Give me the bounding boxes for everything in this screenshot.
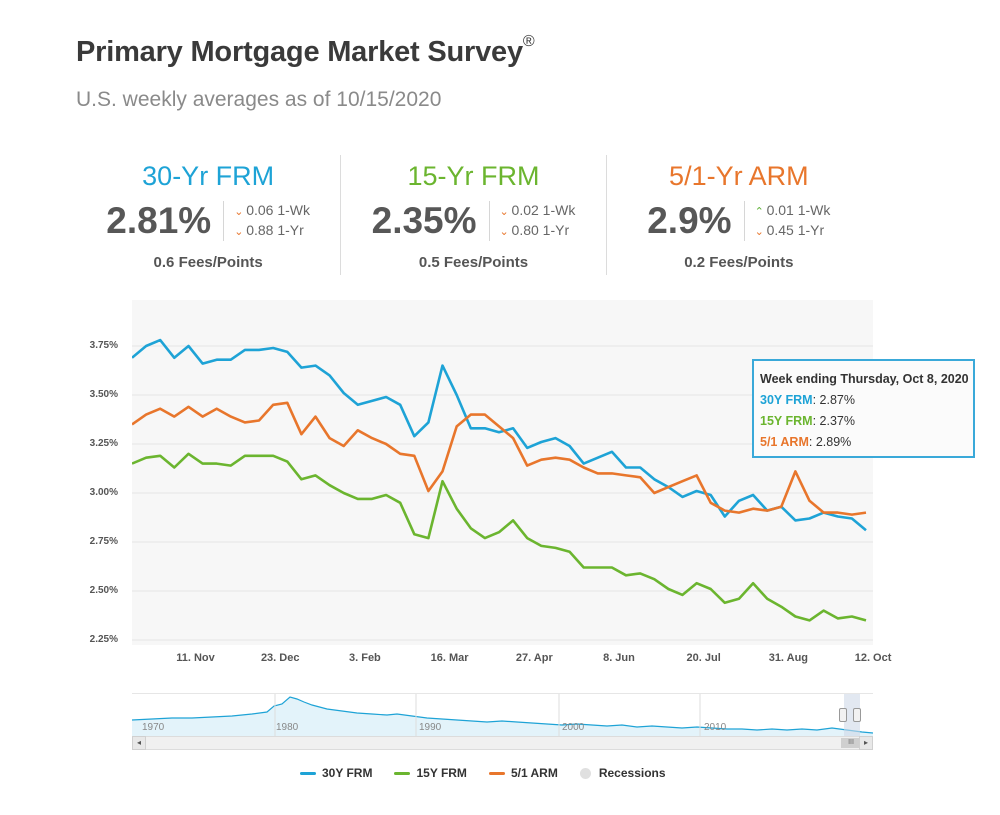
- registered-mark: ®: [522, 33, 535, 51]
- navigator-year: 2010: [704, 722, 727, 733]
- chevron-down-icon: ⌄: [234, 226, 244, 238]
- y-tick-label: 3.25%: [89, 438, 118, 449]
- legend-line-icon: [488, 771, 505, 775]
- tooltip-row-30y: 30Y FRM: 2.87%: [760, 393, 855, 407]
- series-line-5-1-arm: [132, 401, 867, 516]
- rate-value: 2.81%: [106, 200, 212, 241]
- navigator-left-handle[interactable]: [839, 708, 847, 722]
- y-tick-label: 3.50%: [89, 389, 118, 400]
- rate-card-51arm: 5/1-Yr ARM 2.9% ⌃ 0.01 1-Wk ⌄ 0.45 1-Yr 0.…: [605, 155, 871, 275]
- legend-label: 15Y FRM: [416, 766, 467, 780]
- rate-cards: 30-Yr FRM 2.81% ⌄ 0.06 1-Wk ⌄ 0.88 1-Yr 0.…: [76, 155, 871, 275]
- tooltip-label: 5/1 ARM: [760, 435, 809, 449]
- rate-changes: ⌃ 0.01 1-Wk ⌄ 0.45 1-Yr: [743, 201, 831, 241]
- legend-item-recessions[interactable]: Recessions: [579, 766, 666, 780]
- fees-points: 0.6 Fees/Points: [153, 254, 263, 271]
- legend-item-30y[interactable]: 30Y FRM: [300, 766, 372, 780]
- legend-item-15y[interactable]: 15Y FRM: [394, 766, 467, 780]
- y-tick-label: 3.75%: [89, 340, 118, 351]
- rate-changes: ⌄ 0.02 1-Wk ⌄ 0.80 1-Yr: [488, 201, 576, 241]
- year-change: 0.80 1-Yr: [511, 222, 570, 238]
- navigator-year: 2000: [562, 722, 585, 733]
- chart-svg[interactable]: [132, 300, 873, 645]
- tooltip-label: 30Y FRM: [760, 393, 813, 407]
- week-change: 0.01 1-Wk: [766, 202, 831, 218]
- tooltip-title: Week ending Thursday, Oct 8, 2020: [760, 372, 969, 386]
- range-navigator[interactable]: 1970 1980 1990 2000 2010 ◂ III ▸: [131, 693, 874, 751]
- chevron-down-icon: ⌄: [499, 226, 509, 238]
- x-tick-label: 12. Oct: [854, 652, 892, 664]
- series-line-15y-frm: [132, 452, 867, 622]
- legend-line-icon: [300, 771, 316, 775]
- tooltip-row-15y: 15Y FRM: 2.37%: [760, 414, 855, 428]
- navigator-right-handle[interactable]: [853, 708, 861, 722]
- page-title: Primary Mortgage Market Survey®: [76, 33, 535, 68]
- scrollbar-thumb[interactable]: III: [841, 738, 861, 748]
- x-tick-label: 3. Feb: [348, 652, 381, 664]
- fees-points: 0.2 Fees/Points: [684, 254, 794, 271]
- chevron-up-icon: ⌃: [754, 206, 764, 218]
- legend-label: 5/1 ARM: [510, 766, 558, 780]
- tooltip-row-51arm: 5/1 ARM: 2.89%: [760, 435, 852, 449]
- navigator-year: 1980: [276, 722, 299, 733]
- y-tick-label: 2.25%: [89, 634, 118, 645]
- legend-line-icon: [394, 771, 411, 775]
- fees-points: 0.5 Fees/Points: [418, 254, 529, 271]
- navigator-scrollbar[interactable]: ◂ III ▸: [132, 736, 873, 750]
- year-change: 0.45 1-Yr: [766, 222, 825, 238]
- page-subtitle: U.S. weekly averages as of 10/15/2020: [76, 88, 442, 111]
- navigator-plot[interactable]: 1970 1980 1990 2000 2010: [131, 693, 874, 736]
- chevron-down-icon: ⌄: [499, 206, 509, 218]
- tooltip-value: 2.37%: [819, 414, 855, 428]
- rate-name: 30-Yr FRM: [142, 161, 275, 191]
- navigator-svg: [131, 694, 874, 736]
- chart-legend: 30Y FRM 15Y FRM 5/1 ARM Recessions: [300, 766, 688, 780]
- x-tick-label: 16. Mar: [430, 652, 469, 664]
- week-change: 0.02 1-Wk: [511, 202, 576, 218]
- rate-card-30yr: 30-Yr FRM 2.81% ⌄ 0.06 1-Wk ⌄ 0.88 1-Yr 0.…: [76, 155, 340, 275]
- main-chart[interactable]: [132, 300, 873, 645]
- tooltip-value: 2.87%: [819, 393, 855, 407]
- week-change: 0.06 1-Wk: [246, 202, 311, 218]
- legend-item-51arm[interactable]: 5/1 ARM: [488, 766, 558, 780]
- x-tick-label: 27. Apr: [515, 652, 553, 664]
- scroll-left-icon[interactable]: ◂: [132, 736, 146, 750]
- navigator-year: 1990: [419, 722, 442, 733]
- x-tick-label: 23. Dec: [260, 652, 300, 664]
- chevron-down-icon: ⌄: [754, 226, 764, 238]
- tooltip-label: 15Y FRM: [760, 414, 813, 428]
- legend-label: Recessions: [598, 766, 666, 780]
- x-tick-label: 31. Aug: [768, 652, 809, 664]
- y-tick-label: 3.00%: [89, 487, 118, 498]
- rate-value: 2.35%: [371, 200, 477, 241]
- chart-tooltip: Week ending Thursday, Oct 8, 2020 30Y FR…: [752, 359, 975, 458]
- legend-label: 30Y FRM: [322, 766, 373, 780]
- chevron-down-icon: ⌄: [234, 206, 244, 218]
- tooltip-value: 2.89%: [815, 435, 852, 449]
- x-axis-labels: 11. Nov 23. Dec 3. Feb 16. Mar 27. Apr 8. Jun…: [132, 652, 891, 672]
- legend-dot-icon: [579, 767, 591, 779]
- rate-name: 15-Yr FRM: [407, 161, 540, 191]
- y-tick-label: 2.75%: [89, 536, 118, 547]
- y-axis-labels: 2.25% 2.50% 2.75% 3.00% 3.25% 3.50% 3.75%: [0, 300, 130, 650]
- x-tick-label: 11. Nov: [176, 652, 215, 664]
- rate-card-15yr: 15-Yr FRM 2.35% ⌄ 0.02 1-Wk ⌄ 0.80 1-Yr 0.…: [340, 155, 605, 275]
- x-tick-label: 20. Jul: [686, 652, 721, 664]
- scroll-right-icon[interactable]: ▸: [859, 736, 873, 750]
- rate-name: 5/1-Yr ARM: [669, 161, 809, 191]
- navigator-year: 1970: [142, 722, 165, 733]
- y-tick-label: 2.50%: [89, 585, 118, 596]
- x-tick-label: 8. Jun: [603, 652, 635, 664]
- rate-changes: ⌄ 0.06 1-Wk ⌄ 0.88 1-Yr: [223, 201, 310, 241]
- rate-value: 2.9%: [647, 200, 732, 241]
- series-line-30y-frm: [132, 338, 867, 532]
- year-change: 0.88 1-Yr: [246, 222, 304, 238]
